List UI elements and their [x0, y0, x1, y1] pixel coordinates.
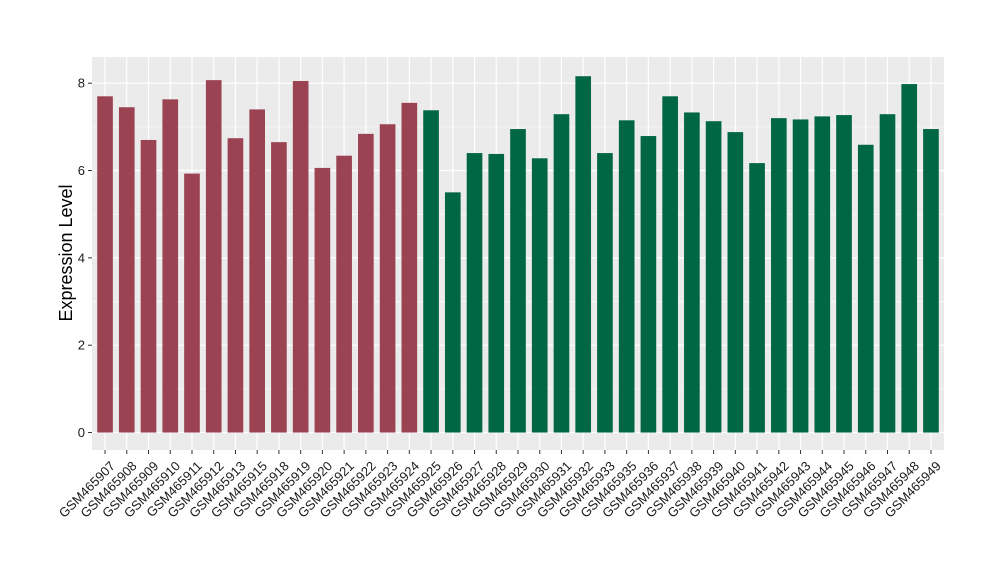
bar-GSM465939: [705, 121, 722, 433]
bar-GSM465926: [444, 192, 461, 433]
bar-GSM465924: [401, 102, 418, 433]
bar-GSM465948: [901, 84, 918, 433]
bar-GSM465942: [770, 118, 787, 433]
y-tick-label: 6: [78, 163, 85, 178]
bar-GSM465938: [684, 112, 700, 433]
bar-GSM465931: [553, 114, 570, 433]
y-tick-label: 8: [78, 76, 85, 91]
bar-GSM465920: [314, 167, 331, 433]
bar-GSM465919: [292, 81, 309, 433]
bar-GSM465944: [814, 116, 831, 433]
bar-GSM465927: [466, 153, 483, 433]
bars: [97, 76, 939, 433]
bar-GSM465936: [640, 136, 657, 433]
y-tick-label: 4: [78, 250, 85, 265]
bar-GSM465918: [271, 142, 287, 433]
bar-GSM465940: [727, 132, 744, 433]
bar-GSM465935: [618, 120, 635, 433]
bar-GSM465908: [118, 107, 135, 433]
bar-GSM465925: [423, 110, 439, 433]
bar-GSM465941: [749, 163, 765, 433]
bar-GSM465933: [597, 153, 613, 433]
bar-GSM465929: [510, 129, 526, 433]
bar-GSM465915: [249, 109, 266, 433]
bar-GSM465949: [923, 129, 939, 433]
bar-GSM465946: [857, 144, 874, 433]
bar-GSM465945: [836, 115, 852, 433]
bar-GSM465911: [184, 173, 200, 433]
bar-GSM465922: [358, 133, 374, 433]
bar-GSM465930: [531, 158, 548, 433]
bar-GSM465910: [162, 99, 179, 433]
bar-GSM465937: [662, 96, 678, 433]
bar-GSM465912: [205, 80, 222, 433]
bar-GSM465907: [97, 96, 113, 433]
bar-GSM465921: [336, 155, 352, 433]
x-axis-ticks: GSM465907GSM465908GSM465909GSM465910GSM4…: [56, 450, 944, 521]
bar-GSM465928: [488, 153, 505, 433]
y-axis-ticks: 0 2 4 6 8: [78, 76, 92, 440]
y-tick-label: 0: [78, 425, 85, 440]
bar-GSM465913: [227, 138, 244, 433]
bar-GSM465909: [140, 139, 157, 433]
y-axis-title: Expression Level: [56, 184, 76, 321]
y-tick-label: 2: [78, 338, 85, 353]
bar-GSM465943: [792, 119, 809, 433]
bar-GSM465932: [575, 76, 592, 433]
bar-GSM465947: [879, 114, 896, 433]
bar-GSM465923: [379, 124, 396, 433]
